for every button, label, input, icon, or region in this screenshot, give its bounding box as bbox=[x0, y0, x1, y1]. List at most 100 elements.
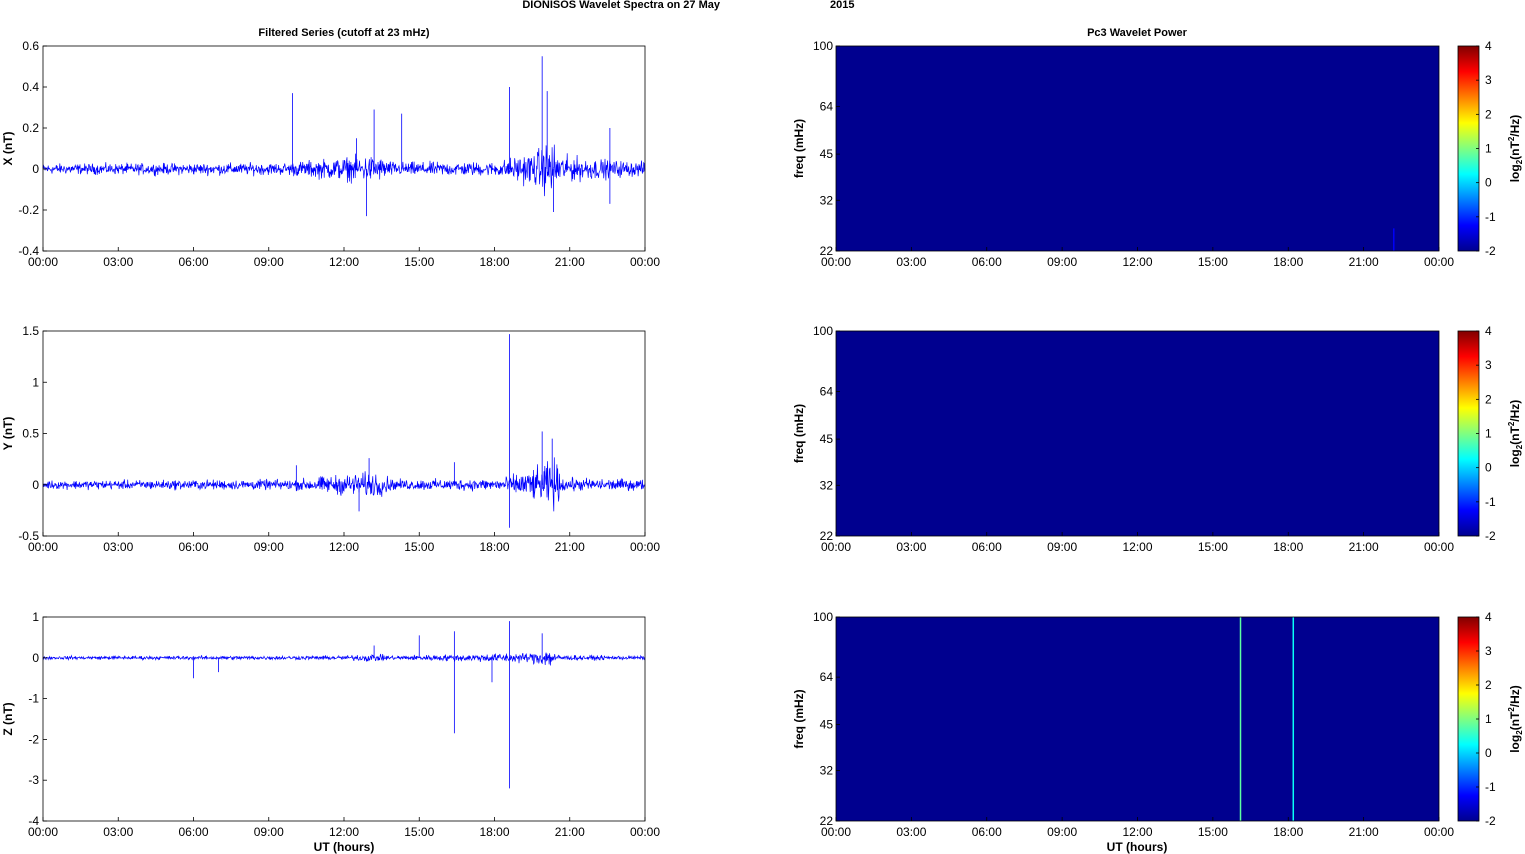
power-x-tick-label: 00:00 bbox=[1424, 825, 1454, 839]
series-x-tick-label: 06:00 bbox=[178, 540, 208, 554]
colorbar-tick-label: -2 bbox=[1485, 529, 1496, 543]
series-x-tick-label: 21:00 bbox=[555, 540, 585, 554]
series-x-tick-label: 12:00 bbox=[329, 825, 359, 839]
colorbar-label-unit-end: /Hz) bbox=[1508, 115, 1522, 137]
y-axis-label: Y (nT) bbox=[1, 417, 15, 451]
colorbar-label-log: log bbox=[1508, 164, 1522, 182]
colorbar-tick-label: 4 bbox=[1485, 39, 1492, 53]
series-trace bbox=[42, 652, 645, 666]
y-tick-label: 64 bbox=[820, 384, 834, 398]
power-x-tick-label: 21:00 bbox=[1349, 540, 1379, 554]
colorbar-label-unit-end: /Hz) bbox=[1508, 400, 1522, 422]
y-tick-label: -0.5 bbox=[18, 529, 39, 543]
series-x-tick-label: 18:00 bbox=[479, 825, 509, 839]
y-axis-label: X (nT) bbox=[1, 132, 15, 166]
y-tick-label: 100 bbox=[813, 324, 833, 338]
power-x-tick-label: 15:00 bbox=[1198, 540, 1228, 554]
series-x-tick-label: 00:00 bbox=[630, 255, 660, 269]
power-x-tick-label: 15:00 bbox=[1198, 825, 1228, 839]
left-column-title: Filtered Series (cutoff at 23 mHz) bbox=[258, 27, 429, 39]
y-axis-label: Z (nT) bbox=[1, 702, 15, 735]
series-trace bbox=[42, 457, 646, 512]
power-x-tick-label: 00:00 bbox=[821, 540, 851, 554]
x-axis-label-left: UT (hours) bbox=[314, 840, 375, 854]
figure-title: DIONISOS Wavelet Spectra on 27 May bbox=[522, 0, 721, 11]
colorbar-gradient bbox=[1457, 45, 1480, 252]
plot-frame bbox=[42, 616, 646, 822]
y-tick-label: 45 bbox=[820, 432, 834, 446]
colorbar-tick-label: -1 bbox=[1485, 780, 1496, 794]
series-panel-z: -4 -3 -2 -1 0 1 00:00 03:00 06:00 09:00 12:00 15:00… bbox=[1, 610, 660, 839]
colorbar-label: log2(nT2/Hz) bbox=[1507, 400, 1524, 468]
y-tick-label: -4 bbox=[28, 814, 39, 828]
series-trace bbox=[42, 144, 646, 197]
colorbar-label-unit: (nT bbox=[1508, 711, 1522, 730]
series-x-tick-label: 00:00 bbox=[28, 255, 58, 269]
power-x-tick-label: 09:00 bbox=[1047, 825, 1077, 839]
power-field bbox=[836, 331, 1439, 536]
colorbar-label-unit: (nT bbox=[1508, 426, 1522, 445]
y-axis-label: freq (mHz) bbox=[792, 404, 806, 463]
y-tick-label: -1 bbox=[28, 692, 39, 706]
series-x-tick-label: 03:00 bbox=[103, 540, 133, 554]
colorbar-tick-label: 3 bbox=[1485, 358, 1492, 372]
y-tick-label: 100 bbox=[813, 39, 833, 53]
y-tick-label: 64 bbox=[820, 99, 834, 113]
power-field bbox=[836, 617, 1439, 821]
power-x-tick-label: 06:00 bbox=[972, 255, 1002, 269]
power-x-tick-label: 12:00 bbox=[1122, 255, 1152, 269]
colorbar-label-sub: 2 bbox=[1515, 444, 1524, 449]
y-tick-label: 45 bbox=[820, 718, 834, 732]
y-tick-label: 45 bbox=[820, 147, 834, 161]
series-panel-x: -0.4 -0.2 0 0.2 0.4 0.6 00:00 03:00 06:00 09:00 12… bbox=[1, 39, 660, 269]
series-x-tick-label: 15:00 bbox=[404, 540, 434, 554]
power-x-tick-label: 00:00 bbox=[821, 825, 851, 839]
power-x-tick-label: 03:00 bbox=[896, 825, 926, 839]
y-tick-label: 0.2 bbox=[22, 121, 39, 135]
colorbar-label-sub: 2 bbox=[1515, 730, 1524, 735]
y-tick-label: 32 bbox=[820, 764, 834, 778]
colorbar-label-log: log bbox=[1508, 449, 1522, 467]
series-x-tick-label: 03:00 bbox=[103, 825, 133, 839]
colorbar-tick-label: 4 bbox=[1485, 324, 1492, 338]
colorbar-tick-label: 2 bbox=[1485, 678, 1492, 692]
y-tick-label: 1.5 bbox=[22, 324, 39, 338]
power-x-tick-label: 06:00 bbox=[972, 540, 1002, 554]
power-x-tick-label: 00:00 bbox=[1424, 255, 1454, 269]
colorbar-tick-label: -2 bbox=[1485, 814, 1496, 828]
y-tick-label: 22 bbox=[820, 244, 834, 258]
power-x-tick-label: 21:00 bbox=[1349, 255, 1379, 269]
y-tick-label: -0.2 bbox=[18, 203, 39, 217]
y-tick-label: 0 bbox=[32, 162, 39, 176]
y-axis-label: freq (mHz) bbox=[792, 689, 806, 748]
series-x-tick-label: 00:00 bbox=[630, 540, 660, 554]
series-x-tick-label: 09:00 bbox=[254, 540, 284, 554]
y-tick-label: 22 bbox=[820, 529, 834, 543]
colorbar-gradient bbox=[1457, 616, 1480, 822]
power-field bbox=[836, 46, 1439, 251]
series-x-tick-label: 15:00 bbox=[404, 825, 434, 839]
series-x-tick-label: 12:00 bbox=[329, 540, 359, 554]
power-x-tick-label: 15:00 bbox=[1198, 255, 1228, 269]
colorbar-label-sup: 2 bbox=[1507, 707, 1516, 712]
colorbar-tick-label: -1 bbox=[1485, 495, 1496, 509]
power-x-tick-label: 21:00 bbox=[1349, 825, 1379, 839]
series-x-tick-label: 18:00 bbox=[479, 540, 509, 554]
y-tick-label: -0.4 bbox=[18, 244, 39, 258]
y-tick-label: 0.4 bbox=[22, 80, 39, 94]
series-x-tick-label: 06:00 bbox=[178, 255, 208, 269]
plot-frame bbox=[42, 330, 646, 537]
colorbar-label-sup: 2 bbox=[1507, 136, 1516, 141]
colorbar-gradient bbox=[1457, 330, 1480, 537]
power-x-tick-label: 03:00 bbox=[896, 255, 926, 269]
power-x-tick-label: 06:00 bbox=[972, 825, 1002, 839]
right-column-title: Pc3 Wavelet Power bbox=[1087, 27, 1188, 39]
colorbar-tick-label: 1 bbox=[1485, 427, 1492, 441]
y-tick-label: 0.5 bbox=[22, 427, 39, 441]
colorbar-tick-label: 2 bbox=[1485, 107, 1492, 121]
series-x-tick-label: 00:00 bbox=[28, 825, 58, 839]
y-tick-label: 32 bbox=[820, 478, 834, 492]
